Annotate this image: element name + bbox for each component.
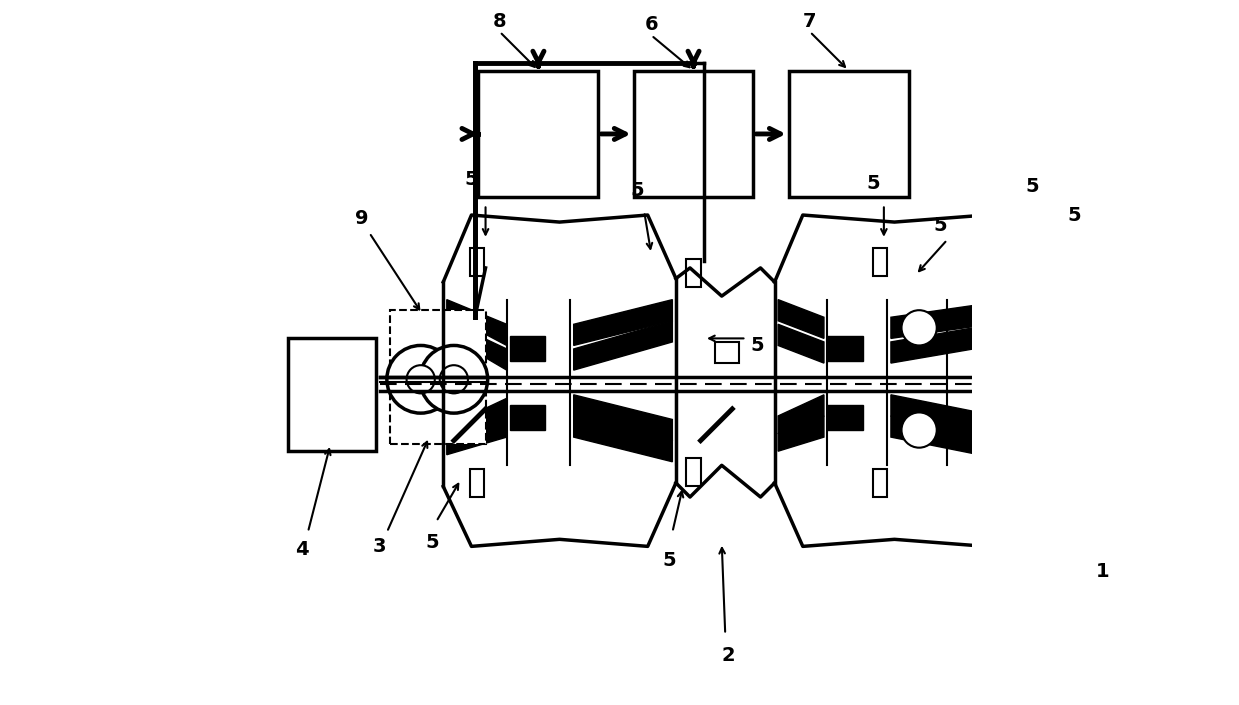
Bar <box>510 336 545 361</box>
Text: 5: 5 <box>426 534 440 552</box>
Polygon shape <box>778 416 824 451</box>
Text: 4: 4 <box>295 541 309 559</box>
Polygon shape <box>574 300 673 345</box>
Bar <box>686 458 700 486</box>
Bar <box>478 70 598 197</box>
Circle shape <box>1020 355 1073 409</box>
Bar <box>1025 469 1040 497</box>
Text: 5: 5 <box>750 336 763 355</box>
Polygon shape <box>1028 233 1103 303</box>
Text: 5: 5 <box>933 216 947 235</box>
Text: 5: 5 <box>1068 206 1082 224</box>
Bar <box>873 248 887 276</box>
Bar <box>510 405 545 430</box>
Circle shape <box>902 412 937 448</box>
Circle shape <box>440 365 468 393</box>
Bar <box>470 469 484 497</box>
Bar <box>289 338 377 451</box>
Text: 8: 8 <box>493 12 507 30</box>
Bar <box>390 310 486 444</box>
Text: 1: 1 <box>1095 562 1109 580</box>
Bar <box>715 342 740 363</box>
Bar <box>686 259 700 287</box>
Polygon shape <box>778 395 824 434</box>
Bar <box>633 70 753 197</box>
Polygon shape <box>891 300 1015 338</box>
Polygon shape <box>891 416 1015 462</box>
Polygon shape <box>891 321 1015 363</box>
Polygon shape <box>1028 462 1103 532</box>
Polygon shape <box>778 300 824 338</box>
Text: 6: 6 <box>644 16 658 34</box>
Polygon shape <box>574 416 673 462</box>
Text: 5: 5 <box>465 171 478 189</box>
Circle shape <box>902 310 937 345</box>
Bar <box>789 70 908 197</box>
Polygon shape <box>447 321 507 370</box>
Bar <box>1025 248 1040 276</box>
Polygon shape <box>778 324 824 363</box>
Text: 7: 7 <box>803 12 817 30</box>
Polygon shape <box>574 395 673 441</box>
Text: 5: 5 <box>866 174 880 192</box>
Polygon shape <box>891 395 1015 441</box>
Bar <box>873 469 887 497</box>
Polygon shape <box>574 321 673 370</box>
Polygon shape <box>1017 472 1092 543</box>
Bar <box>828 336 862 361</box>
Text: 5: 5 <box>631 181 644 200</box>
Bar <box>828 405 862 430</box>
Text: 9: 9 <box>356 209 369 228</box>
Text: 5: 5 <box>662 551 675 570</box>
Circle shape <box>406 365 435 393</box>
Bar <box>470 248 484 276</box>
Circle shape <box>387 345 455 413</box>
Text: 3: 3 <box>373 537 387 556</box>
Polygon shape <box>447 416 507 455</box>
Polygon shape <box>447 398 507 441</box>
Text: 5: 5 <box>1025 178 1038 196</box>
Circle shape <box>420 345 488 413</box>
Polygon shape <box>447 300 507 345</box>
Polygon shape <box>1017 222 1092 293</box>
Text: 2: 2 <box>722 646 736 665</box>
